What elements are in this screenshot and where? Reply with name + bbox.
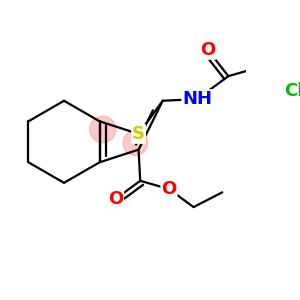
Text: NH: NH <box>182 90 212 108</box>
Text: O: O <box>161 180 177 198</box>
Circle shape <box>123 131 148 155</box>
Text: Cl: Cl <box>284 82 300 100</box>
Text: S: S <box>132 125 145 143</box>
Text: O: O <box>200 41 215 59</box>
Text: O: O <box>108 190 123 208</box>
Circle shape <box>90 116 116 142</box>
